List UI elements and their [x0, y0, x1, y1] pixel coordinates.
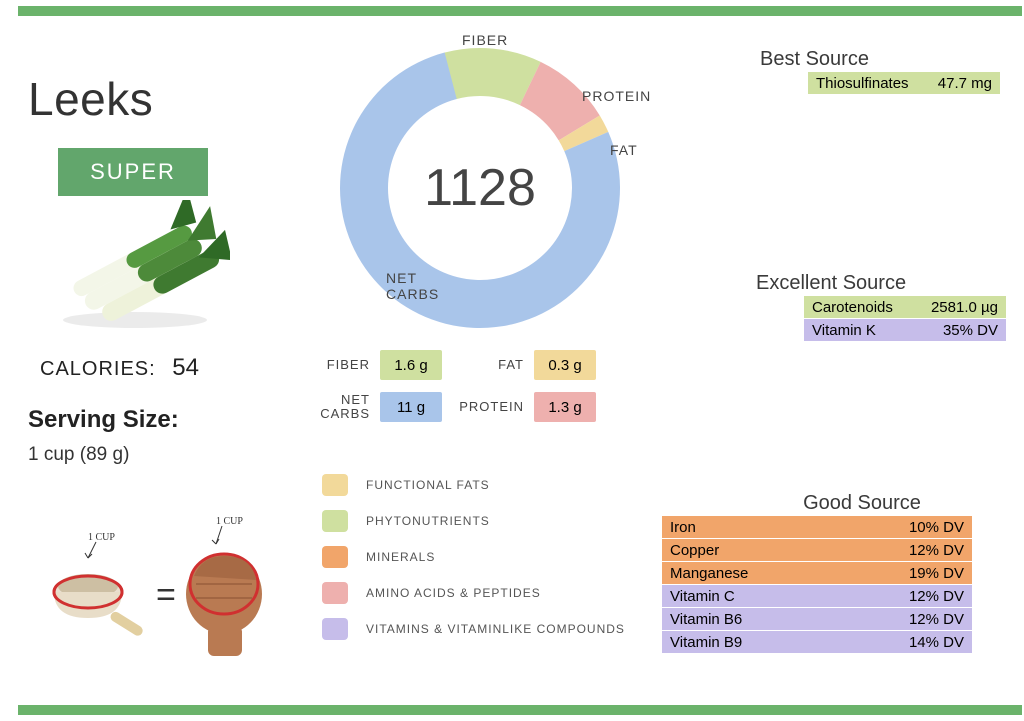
macro-label: FAT — [452, 358, 524, 372]
source-value: 12% DV — [909, 611, 964, 628]
category-swatch — [322, 618, 348, 640]
calories-value: 54 — [172, 354, 199, 381]
source-value: 2581.0 µg — [931, 299, 998, 316]
bottom-bar — [18, 705, 1022, 715]
leek-image — [40, 200, 230, 330]
category-label: PHYTONUTRIENTS — [366, 514, 490, 528]
source-name: Iron — [670, 519, 696, 536]
donut-label-protein: PROTEIN — [582, 88, 651, 104]
serving-size-label: Serving Size: — [28, 406, 179, 434]
source-row: Vitamin K 35% DV — [804, 319, 1006, 341]
category-row: PHYTONUTRIENTS — [322, 510, 625, 532]
donut-label-fiber: FIBER — [462, 32, 508, 48]
source-row: Manganese 19% DV — [662, 562, 972, 584]
category-legend: FUNCTIONAL FATS PHYTONUTRIENTS MINERALS AMI… — [322, 474, 625, 654]
source-row: Iron 10% DV — [662, 516, 972, 538]
category-row: AMINO ACIDS & PEPTIDES — [322, 582, 625, 604]
source-name: Copper — [670, 542, 719, 559]
source-row: Copper 12% DV — [662, 539, 972, 561]
source-value: 47.7 mg — [938, 75, 992, 92]
serving-size-value: 1 cup (89 g) — [28, 444, 129, 466]
svg-text:=: = — [156, 576, 176, 614]
donut-label-fat: FAT — [610, 142, 638, 158]
category-swatch — [322, 546, 348, 568]
source-value: 10% DV — [909, 519, 964, 536]
donut-chart: 1128 FIBERPROTEINFATNETCARBS — [330, 38, 630, 338]
category-label: AMINO ACIDS & PEPTIDES — [366, 586, 541, 600]
source-value: 35% DV — [943, 322, 998, 339]
category-swatch — [322, 510, 348, 532]
top-bar — [18, 6, 1022, 16]
category-label: VITAMINS & VITAMINLIKE COMPOUNDS — [366, 622, 625, 636]
source-row: Vitamin C 12% DV — [662, 585, 972, 607]
macro-label: NETCARBS — [300, 393, 370, 422]
excellent-source-section: Excellent Source Carotenoids 2581.0 µg Vit… — [756, 272, 1006, 341]
excellent-source-heading: Excellent Source — [756, 272, 1006, 295]
source-row: Thiosulfinates 47.7 mg — [808, 72, 1000, 94]
source-row: Vitamin B6 12% DV — [662, 608, 972, 630]
super-badge: SUPER — [58, 148, 208, 196]
good-source-heading: Good Source — [752, 492, 972, 515]
best-source-section: Best Source Thiosulfinates 47.7 mg — [760, 48, 1000, 94]
source-value: 12% DV — [909, 542, 964, 559]
source-row: Vitamin B9 14% DV — [662, 631, 972, 653]
source-value: 12% DV — [909, 588, 964, 605]
category-label: FUNCTIONAL FATS — [366, 478, 490, 492]
source-row: Carotenoids 2581.0 µg — [804, 296, 1006, 318]
source-value: 19% DV — [909, 565, 964, 582]
macro-value: 11 g — [380, 392, 442, 422]
category-row: MINERALS — [322, 546, 625, 568]
macro-label: PROTEIN — [452, 400, 524, 414]
category-label: MINERALS — [366, 550, 435, 564]
macro-value: 1.3 g — [534, 392, 596, 422]
fist-label: 1 CUP — [216, 516, 243, 527]
category-row: VITAMINS & VITAMINLIKE COMPOUNDS — [322, 618, 625, 640]
source-name: Manganese — [670, 565, 748, 582]
source-name: Vitamin B6 — [670, 611, 742, 628]
source-name: Vitamin B9 — [670, 634, 742, 651]
serving-illustration: 1 CUP = 1 CUP — [44, 506, 304, 676]
calories-row: CALORIES: 54 — [40, 354, 199, 382]
category-swatch — [322, 474, 348, 496]
category-swatch — [322, 582, 348, 604]
source-name: Vitamin K — [812, 322, 876, 339]
best-source-heading: Best Source — [760, 48, 1000, 71]
macro-grid: FIBER 1.6 g FAT 0.3 g NETCARBS 11 g PROTEIN 1.3… — [300, 350, 650, 422]
donut-label-net_carbs: NETCARBS — [386, 270, 439, 302]
calories-label: CALORIES: — [40, 358, 156, 380]
donut-center-value: 1128 — [330, 38, 630, 338]
category-row: FUNCTIONAL FATS — [322, 474, 625, 496]
source-value: 14% DV — [909, 634, 964, 651]
macro-value: 0.3 g — [534, 350, 596, 380]
source-name: Vitamin C — [670, 588, 735, 605]
page-title: Leeks — [28, 72, 153, 126]
source-name: Thiosulfinates — [816, 75, 909, 92]
macro-value: 1.6 g — [380, 350, 442, 380]
macro-label: FIBER — [300, 358, 370, 372]
cup-label: 1 CUP — [88, 532, 115, 543]
source-name: Carotenoids — [812, 299, 893, 316]
good-source-section: Good Source Iron 10% DV Copper 12% DV Mangan… — [662, 492, 972, 653]
